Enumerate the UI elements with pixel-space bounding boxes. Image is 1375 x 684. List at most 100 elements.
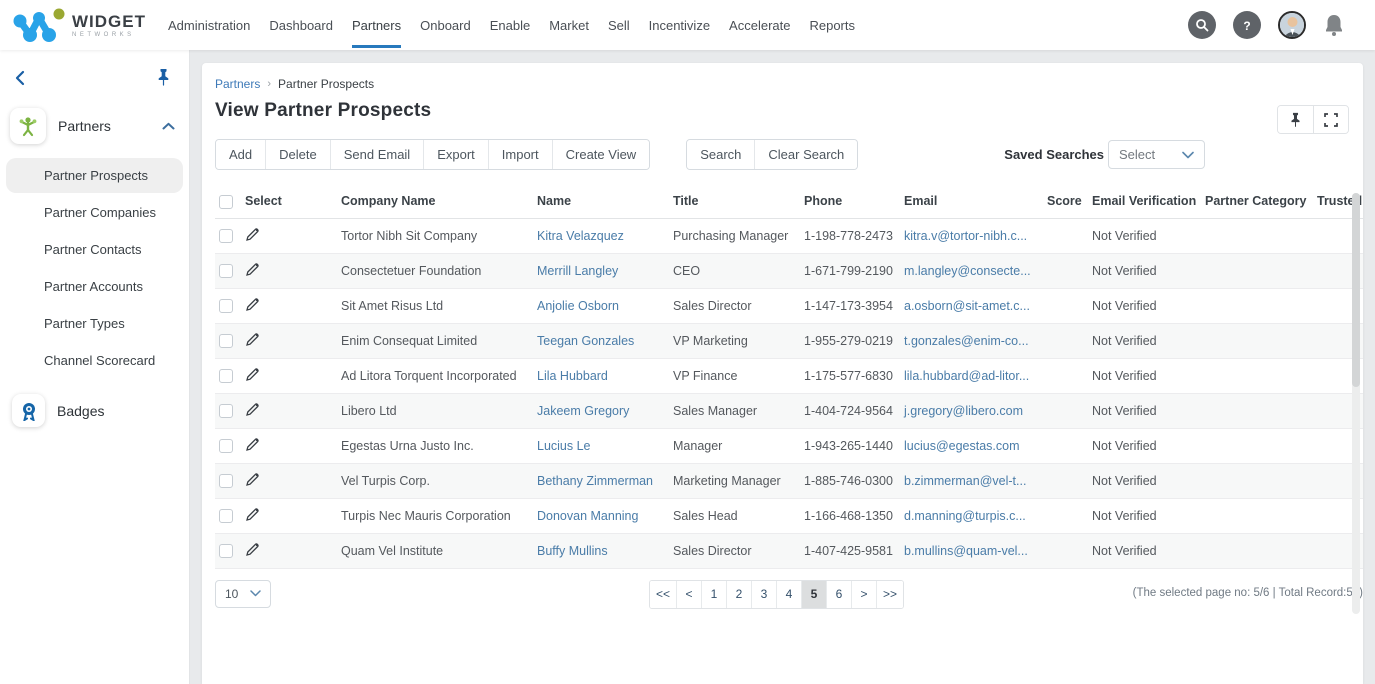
edit-icon[interactable] xyxy=(245,332,260,347)
nav-reports[interactable]: Reports xyxy=(809,17,855,33)
cell-name-link[interactable]: Jakeem Gregory xyxy=(533,393,669,429)
sidebar-badges-label: Badges xyxy=(57,402,105,419)
page-size-select[interactable]: 10 xyxy=(215,579,271,608)
cell-email-link[interactable]: b.zimmerman@vel-t... xyxy=(900,463,1043,499)
cell-email-link[interactable]: t.gonzales@enim-co... xyxy=(900,323,1043,359)
sidebar-item-partner-accounts[interactable]: Partner Accounts xyxy=(44,279,143,294)
cell-name-link[interactable]: Anjolie Osborn xyxy=(533,288,669,324)
edit-icon[interactable] xyxy=(245,227,260,242)
nav-sell[interactable]: Sell xyxy=(607,17,630,33)
pager-next-button[interactable]: > xyxy=(851,580,877,608)
nav-partners[interactable]: Partners xyxy=(351,3,402,48)
search-icon[interactable] xyxy=(1188,11,1216,39)
pager-page-4[interactable]: 4 xyxy=(776,580,802,608)
sidebar-item-partner-companies[interactable]: Partner Companies xyxy=(44,205,156,220)
cell-name-link[interactable]: Donovan Manning xyxy=(533,498,669,534)
table-row: Quam Vel Institute Buffy Mullins Sales D… xyxy=(215,533,1363,569)
sidebar-item-partner-types[interactable]: Partner Types xyxy=(44,316,125,331)
nav-incentivize[interactable]: Incentivize xyxy=(648,17,711,33)
cell-email-link[interactable]: j.gregory@libero.com xyxy=(900,393,1043,429)
pager-page-1[interactable]: 1 xyxy=(701,580,727,608)
create-view-button[interactable]: Create View xyxy=(551,140,650,169)
nav-enable[interactable]: Enable xyxy=(489,17,531,33)
row-checkbox[interactable] xyxy=(219,334,233,349)
cell-email-link[interactable]: kitra.v@tortor-nibh.c... xyxy=(900,218,1043,254)
pager-page-2[interactable]: 2 xyxy=(726,580,752,608)
row-checkbox[interactable] xyxy=(219,299,233,314)
user-avatar[interactable] xyxy=(1278,11,1306,39)
cell-name-link[interactable]: Merrill Langley xyxy=(533,253,669,289)
cell-email-link[interactable]: d.manning@turpis.c... xyxy=(900,498,1043,534)
fullscreen-button[interactable] xyxy=(1313,106,1348,133)
nav-dashboard[interactable]: Dashboard xyxy=(269,17,333,33)
cell-email-link[interactable]: b.mullins@quam-vel... xyxy=(900,533,1043,569)
cell-title: Sales Manager xyxy=(669,393,800,429)
row-checkbox[interactable] xyxy=(219,439,233,454)
sidebar-group-partners[interactable]: Partners xyxy=(0,102,189,150)
send-email-button[interactable]: Send Email xyxy=(329,140,424,169)
edit-icon[interactable] xyxy=(245,437,260,452)
cell-email-link[interactable]: m.langley@consecte... xyxy=(900,253,1043,289)
sidebar-item-partner-prospects[interactable]: Partner Prospects xyxy=(6,158,183,193)
widget-networks-logo[interactable]: WIDGET NETWORKS xyxy=(10,5,160,45)
delete-button[interactable]: Delete xyxy=(265,140,330,169)
cell-phone: 1-175-577-6830 xyxy=(800,358,900,394)
notifications-bell-icon[interactable] xyxy=(1323,13,1345,37)
clear-search-button[interactable]: Clear Search xyxy=(754,140,858,169)
import-button[interactable]: Import xyxy=(487,140,552,169)
scrollbar-thumb[interactable] xyxy=(1352,193,1360,387)
cell-name-link[interactable]: Lila Hubbard xyxy=(533,358,669,394)
row-checkbox[interactable] xyxy=(219,544,233,559)
sidebar-item-partner-contacts[interactable]: Partner Contacts xyxy=(44,242,142,257)
edit-icon[interactable] xyxy=(245,367,260,382)
row-checkbox[interactable] xyxy=(219,509,233,524)
pin-view-button[interactable] xyxy=(1278,106,1313,133)
pager-page-3[interactable]: 3 xyxy=(751,580,777,608)
cell-name-link[interactable]: Bethany Zimmerman xyxy=(533,463,669,499)
edit-icon[interactable] xyxy=(245,507,260,522)
help-icon[interactable]: ? xyxy=(1233,11,1261,39)
edit-icon[interactable] xyxy=(245,472,260,487)
cell-name-link[interactable]: Kitra Velazquez xyxy=(533,218,669,254)
cell-name-link[interactable]: Teegan Gonzales xyxy=(533,323,669,359)
cell-name-link[interactable]: Lucius Le xyxy=(533,428,669,464)
select-all-checkbox[interactable] xyxy=(219,194,233,209)
pager-page-5[interactable]: 5 xyxy=(801,580,827,608)
cell-email-link[interactable]: lila.hubbard@ad-litor... xyxy=(900,358,1043,394)
row-checkbox[interactable] xyxy=(219,264,233,279)
nav-market[interactable]: Market xyxy=(549,17,589,33)
cell-category xyxy=(1201,428,1313,464)
add-button[interactable]: Add xyxy=(216,140,266,169)
cell-email-link[interactable]: lucius@egestas.com xyxy=(900,428,1043,464)
chevron-up-icon[interactable] xyxy=(162,122,175,131)
pager-prev-button[interactable]: < xyxy=(676,580,702,608)
row-checkbox[interactable] xyxy=(219,229,233,244)
export-button[interactable]: Export xyxy=(423,140,488,169)
sidebar-partner-menu: Partner Prospects Partner Companies Part… xyxy=(0,158,189,378)
row-checkbox[interactable] xyxy=(219,369,233,384)
cell-email-link[interactable]: a.osborn@sit-amet.c... xyxy=(900,288,1043,324)
pager-last-button[interactable]: >> xyxy=(876,580,904,608)
breadcrumb-partners-link[interactable]: Partners xyxy=(215,77,261,91)
row-checkbox[interactable] xyxy=(219,474,233,489)
sidebar-item-channel-scorecard[interactable]: Channel Scorecard xyxy=(44,353,156,368)
sidebar-collapse-icon[interactable] xyxy=(12,69,28,92)
nav-accelerate[interactable]: Accelerate xyxy=(729,17,791,33)
saved-searches-select[interactable]: Select xyxy=(1108,140,1206,169)
edit-icon[interactable] xyxy=(245,542,260,557)
vertical-scrollbar[interactable] xyxy=(1352,193,1360,614)
cell-name-link[interactable]: Buffy Mullins xyxy=(533,533,669,569)
row-checkbox[interactable] xyxy=(219,404,233,419)
edit-icon[interactable] xyxy=(245,402,260,417)
table-row: Libero Ltd Jakeem Gregory Sales Manager … xyxy=(215,393,1363,429)
search-button[interactable]: Search xyxy=(687,140,755,169)
pager-page-6[interactable]: 6 xyxy=(826,580,852,608)
sidebar-pin-icon[interactable] xyxy=(156,68,171,92)
nav-administration[interactable]: Administration xyxy=(168,17,251,33)
sidebar-group-badges[interactable]: Badges xyxy=(0,384,189,433)
edit-icon[interactable] xyxy=(245,262,260,277)
edit-icon[interactable] xyxy=(245,297,260,312)
logo-icon xyxy=(13,8,65,42)
nav-onboard[interactable]: Onboard xyxy=(420,17,471,33)
pager-first-button[interactable]: << xyxy=(650,580,677,608)
